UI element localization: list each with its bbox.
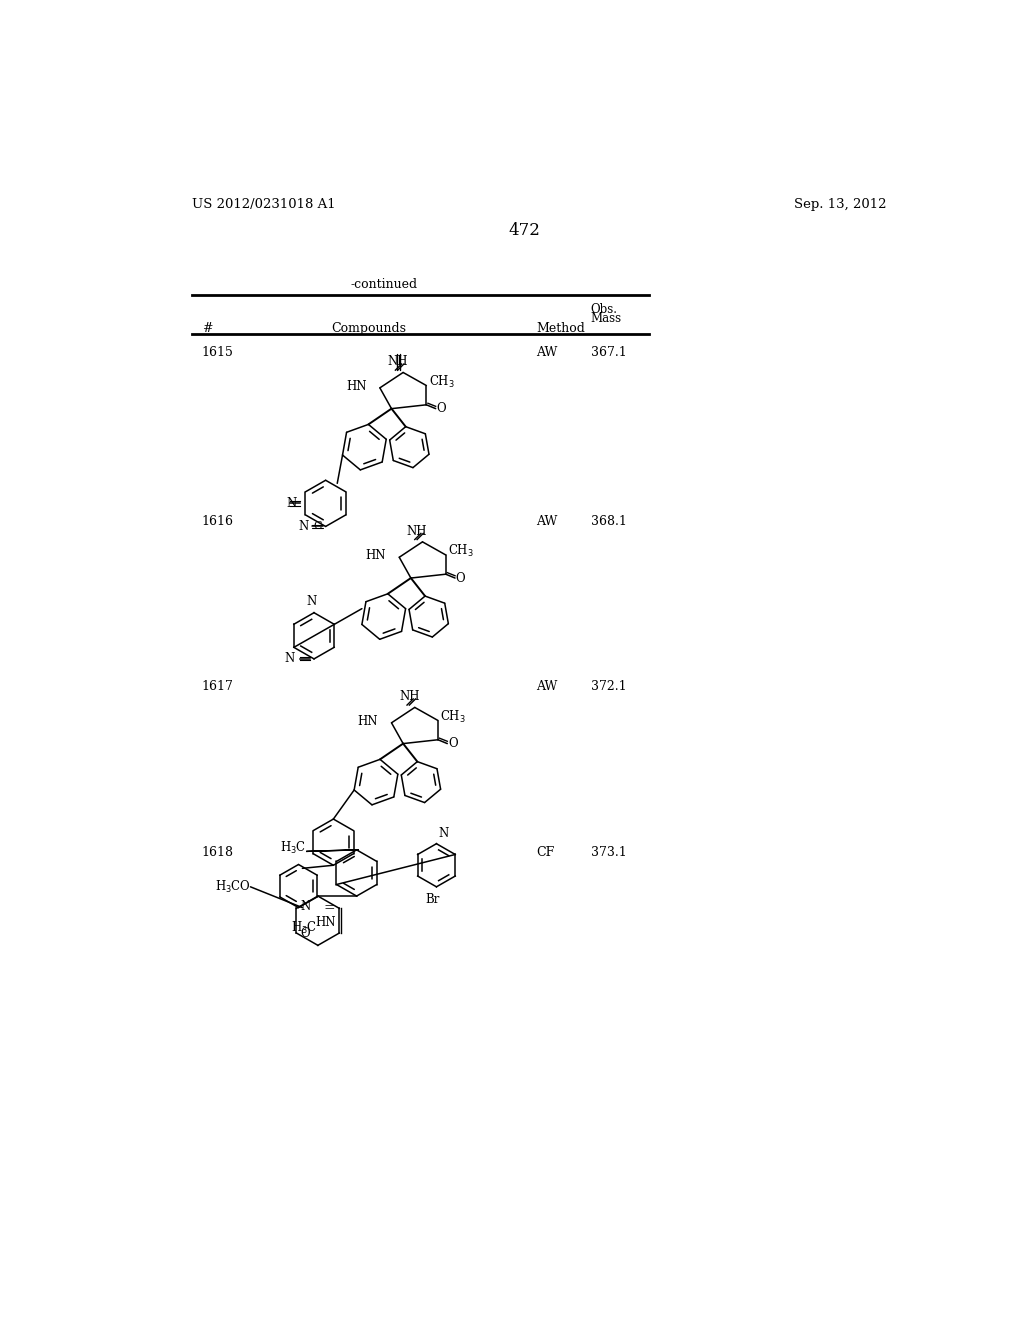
Text: 1617: 1617 [202,681,233,693]
Text: CH$_3$: CH$_3$ [440,709,466,725]
Text: HN: HN [315,916,336,929]
Text: O: O [456,572,466,585]
Text: NH: NH [407,524,427,537]
Polygon shape [306,850,359,851]
Text: -continued: -continued [350,277,418,290]
Text: 373.1: 373.1 [591,846,627,859]
Text: 1618: 1618 [202,846,233,859]
Text: Sep. 13, 2012: Sep. 13, 2012 [795,198,887,211]
Text: CF: CF [537,846,555,859]
Text: O: O [300,927,310,940]
Text: Br: Br [425,892,439,906]
Text: CH$_3$: CH$_3$ [429,374,455,389]
Text: O: O [436,403,446,416]
Text: CH$_3$: CH$_3$ [449,543,474,560]
Text: Mass: Mass [591,313,622,326]
Text: HN: HN [357,714,378,727]
Text: Obs.: Obs. [591,304,617,317]
Text: H$_3$CO: H$_3$CO [214,879,251,895]
Text: Method: Method [537,322,586,335]
Text: H$_3$C: H$_3$C [280,840,306,855]
Text: 368.1: 368.1 [591,515,627,528]
Text: C: C [313,521,322,532]
Text: N: N [286,496,296,510]
Text: 472: 472 [509,222,541,239]
Text: #: # [202,322,212,335]
Text: US 2012/0231018 A1: US 2012/0231018 A1 [191,198,335,211]
Text: 1615: 1615 [202,346,233,359]
Text: H$_3$C: H$_3$C [291,920,317,936]
Text: HN: HN [366,549,386,562]
Text: 1616: 1616 [202,515,233,528]
Text: AW: AW [537,346,558,359]
Text: Compounds: Compounds [331,322,406,335]
Text: HN: HN [346,380,367,393]
Text: N: N [306,595,316,609]
Text: AW: AW [537,515,558,528]
Text: NH: NH [399,690,420,704]
Text: O: O [449,737,458,750]
Text: AW: AW [537,681,558,693]
Text: 372.1: 372.1 [591,681,627,693]
Text: N: N [438,826,449,840]
Text: N: N [298,520,308,533]
Text: N: N [285,652,295,665]
Text: 367.1: 367.1 [591,346,627,359]
Text: =: = [324,902,336,915]
Text: NH: NH [387,355,408,368]
Text: N: N [300,899,310,912]
